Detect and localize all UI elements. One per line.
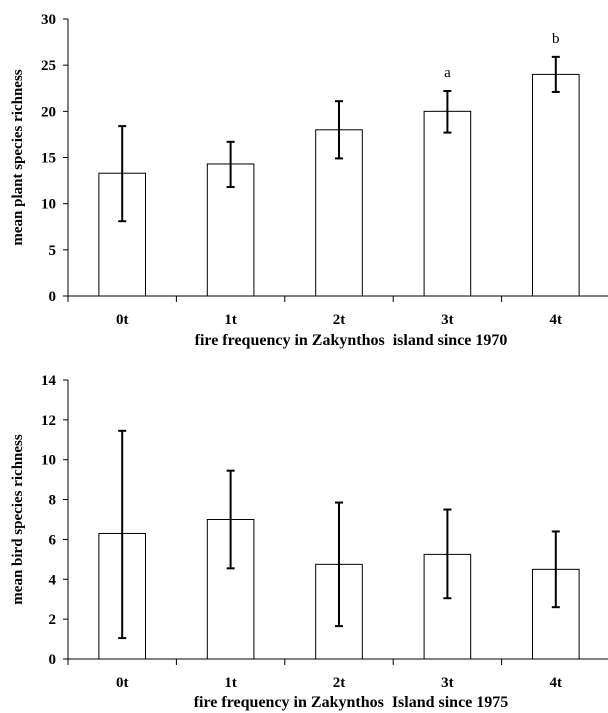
y-tick-label: 6 bbox=[49, 532, 57, 548]
y-tick-label: 25 bbox=[41, 58, 56, 74]
x-tick-label-1t: 1t bbox=[224, 675, 237, 691]
y-tick-label: 10 bbox=[41, 453, 56, 469]
y-tick-label: 12 bbox=[41, 413, 56, 429]
y-tick-label: 5 bbox=[49, 243, 57, 259]
y-axis-label: mean bird species richness bbox=[10, 434, 26, 605]
y-tick-label: 2 bbox=[49, 612, 57, 628]
x-tick-label-0t: 0t bbox=[116, 675, 129, 691]
y-tick-label: 10 bbox=[41, 197, 56, 213]
bar-3t bbox=[423, 110, 472, 297]
y-tick-label: 15 bbox=[41, 151, 56, 167]
x-tick-label-2t: 2t bbox=[333, 312, 346, 328]
y-tick-label: 14 bbox=[41, 373, 57, 389]
y-tick-label: 8 bbox=[49, 493, 57, 509]
x-tick-label-3t: 3t bbox=[441, 312, 454, 328]
x-axis-label: fire frequency in Zakynthos island since… bbox=[195, 332, 508, 349]
x-tick-label-0t: 0t bbox=[116, 312, 129, 328]
y-axis-label: mean plant species richness bbox=[10, 69, 26, 245]
y-tick-label: 20 bbox=[41, 104, 56, 120]
y-tick-label: 4 bbox=[49, 572, 57, 588]
y-tick-label: 0 bbox=[49, 289, 57, 305]
annotation-a: a bbox=[444, 65, 451, 81]
x-tick-label-3t: 3t bbox=[441, 675, 454, 691]
x-axis-label: fire frequency in Zakynthos Island since… bbox=[194, 694, 509, 711]
chart-1: 0 5 10 15 20 25 30 0t 1t 2t 3t a 4t b fire frequency i… bbox=[10, 12, 608, 349]
bar-4t bbox=[531, 73, 580, 297]
x-tick-label-4t: 4t bbox=[550, 312, 563, 328]
x-tick-label-1t: 1t bbox=[224, 312, 237, 328]
y-tick-label: 30 bbox=[41, 12, 56, 28]
y-tick-label: 0 bbox=[49, 652, 57, 668]
annotation-b: b bbox=[552, 31, 560, 47]
x-tick-label-2t: 2t bbox=[333, 675, 346, 691]
chart-2: 0 2 4 6 8 10 12 14 0t 1t 2t 3t 4t fire frequency in Z… bbox=[10, 373, 608, 711]
x-tick-label-4t: 4t bbox=[550, 675, 563, 691]
